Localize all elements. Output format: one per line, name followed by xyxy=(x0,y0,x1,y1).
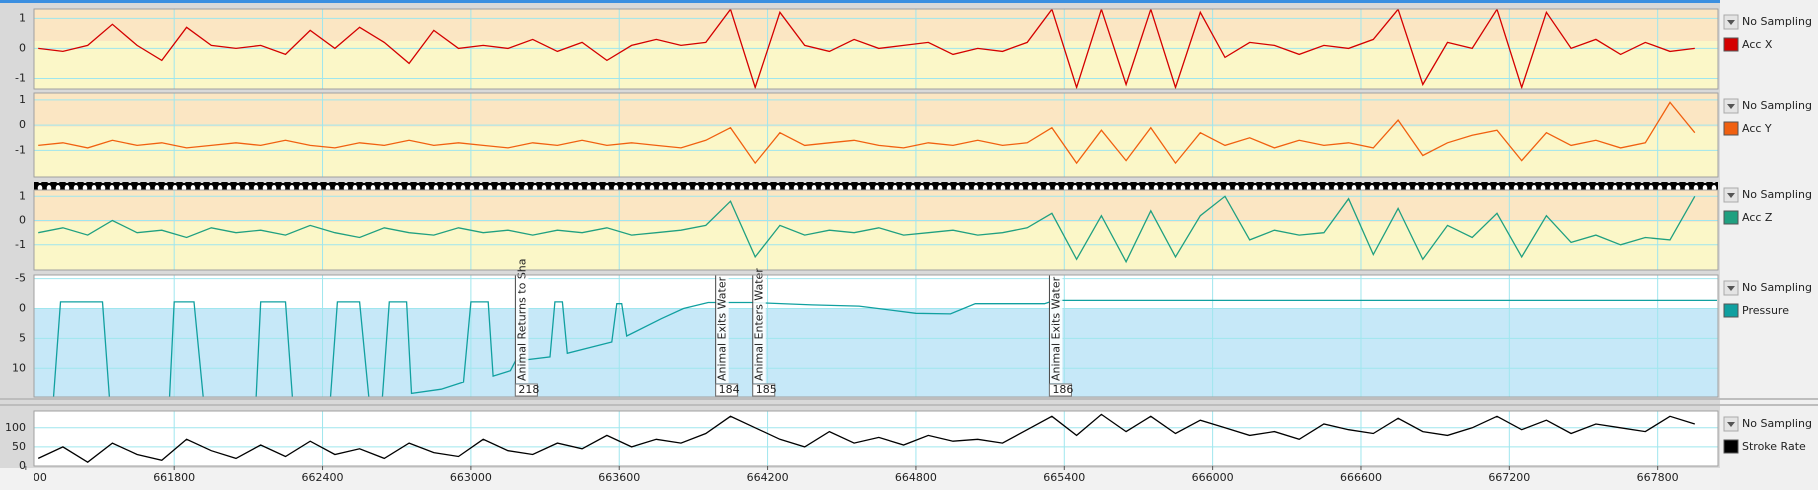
legend-swatch xyxy=(1723,121,1739,136)
panel: -1 0 1 No Sampling Acc Z xyxy=(15,187,1812,271)
panel-frame xyxy=(33,8,1719,90)
y-tick-label: 50 xyxy=(12,440,26,453)
legend-label: Acc X xyxy=(1742,38,1773,51)
dropdown-arrow xyxy=(1727,20,1735,25)
panel-bg-band xyxy=(34,9,1718,41)
y-tick-label: 0 xyxy=(19,459,26,472)
y-tick-label: 0 xyxy=(19,214,26,227)
dropdown-arrow xyxy=(1727,104,1735,109)
event-id: 186 xyxy=(1052,383,1073,396)
event-label-bg xyxy=(715,275,729,383)
splitter xyxy=(0,398,1818,400)
x-tick-label: 664200 xyxy=(747,471,789,484)
x-tick-label: 667200 xyxy=(1488,471,1530,484)
panel: -1 0 1 No Sampling Acc Y xyxy=(15,92,1812,178)
dropdown-arrow xyxy=(1727,193,1735,198)
legend-swatch xyxy=(1723,439,1739,454)
y-tick-label: -1 xyxy=(15,71,26,84)
series-line xyxy=(37,413,1695,463)
event-id: 185 xyxy=(756,383,777,396)
event-id-box xyxy=(715,383,739,397)
legend-swatch xyxy=(1723,210,1739,225)
event-label-bg xyxy=(752,275,766,383)
legend-swatch xyxy=(1723,37,1739,52)
event-id: 184 xyxy=(719,383,740,396)
y-tick-label: -1 xyxy=(15,238,26,251)
sampling-label[interactable]: No Sampling xyxy=(1742,281,1812,294)
x-tick-label: 661200 xyxy=(5,471,47,484)
y-tick-label: 10 xyxy=(12,361,26,374)
event-label: Animal Exits Water xyxy=(716,276,729,381)
x-tick-label: 666600 xyxy=(1340,471,1382,484)
legend-label: Acc Z xyxy=(1742,211,1773,224)
sampling-label[interactable]: No Sampling xyxy=(1742,188,1812,201)
x-tick-label: 665400 xyxy=(1043,471,1085,484)
y-tick-label: 5 xyxy=(19,331,26,344)
panel-bg-water xyxy=(34,308,1718,397)
event-label: Animal Exits Water xyxy=(1049,276,1062,381)
splitter xyxy=(0,404,1818,406)
x-tick-label: 661800 xyxy=(153,471,195,484)
panel-bg-band xyxy=(34,190,1718,222)
marker-strip xyxy=(34,182,1718,190)
x-tick-label: 667800 xyxy=(1637,471,1679,484)
sampling-label[interactable]: No Sampling xyxy=(1742,15,1812,28)
series-line xyxy=(38,9,1695,89)
x-tick-label: 664800 xyxy=(895,471,937,484)
legend-label: Acc Y xyxy=(1742,122,1772,135)
event-id-box xyxy=(514,383,538,397)
x-tick-label: 663600 xyxy=(598,471,640,484)
panel-frame xyxy=(33,92,1719,178)
x-tick-label: 666000 xyxy=(1192,471,1234,484)
panel: -1 0 1 No Sampling Acc X xyxy=(15,8,1812,90)
y-tick-label: 0 xyxy=(19,301,26,314)
x-tick-label: 662400 xyxy=(302,471,344,484)
dropdown-arrow xyxy=(1727,286,1735,291)
legend-pane xyxy=(1720,0,1818,490)
x-tick-label: 663000 xyxy=(450,471,492,484)
event-label-bg xyxy=(515,275,529,383)
legend-swatch xyxy=(1723,303,1739,318)
dropdown-arrow xyxy=(1727,422,1735,427)
y-tick-label: 1 xyxy=(19,93,26,106)
event-id: 218 xyxy=(518,383,539,396)
legend-label: Pressure xyxy=(1742,304,1789,317)
event-label: Animal Returns to Sha xyxy=(515,258,528,381)
panel-frame xyxy=(33,410,1719,467)
event-label-bg xyxy=(1049,275,1063,383)
y-tick-label: 0 xyxy=(19,118,26,131)
y-tick-label: 1 xyxy=(19,189,26,202)
event-id-box xyxy=(752,383,776,397)
top-strip xyxy=(0,0,1818,3)
y-tick-label: 0 xyxy=(19,41,26,54)
y-tick-label: 100 xyxy=(5,421,26,434)
legend-label: Stroke Rate xyxy=(1742,440,1806,453)
panel-bg-band xyxy=(34,93,1718,127)
series-line xyxy=(38,101,1696,165)
sampling-label[interactable]: No Sampling xyxy=(1742,417,1812,430)
x-axis-band xyxy=(0,468,1720,490)
panel-frame xyxy=(33,189,1719,271)
y-tick-label: 1 xyxy=(19,11,26,24)
y-tick-label: -5 xyxy=(15,272,26,285)
event-id-box xyxy=(1048,383,1072,397)
y-tick-label: -1 xyxy=(15,143,26,156)
panel: 0 50 100 No Sampling Stroke Rate 661200 661800… xyxy=(5,410,1812,484)
panel: -5 0 5 10 No Sampling Pressure Animal Returns … xyxy=(12,258,1812,398)
event-label: Animal Enters Water xyxy=(753,268,766,381)
panel-frame xyxy=(33,274,1719,398)
sampling-label[interactable]: No Sampling xyxy=(1742,99,1812,112)
series-line xyxy=(38,195,1696,264)
